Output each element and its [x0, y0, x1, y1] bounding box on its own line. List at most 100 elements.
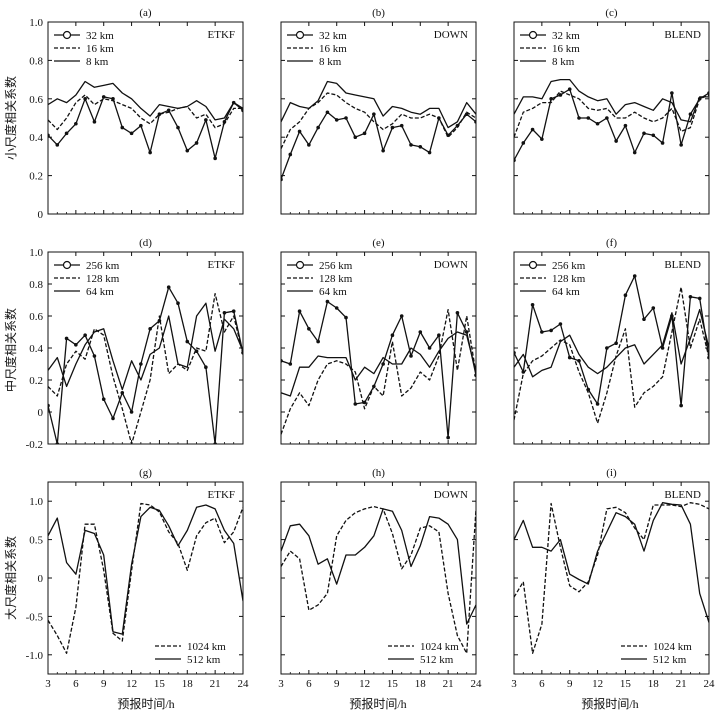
panel-letter: (a) [139, 7, 152, 19]
legend-label: 8 km [552, 56, 575, 68]
data-point [577, 116, 581, 120]
series-line [48, 286, 243, 444]
data-point [577, 359, 581, 363]
data-point [390, 125, 395, 130]
panel-letter: (c) [605, 7, 618, 19]
data-point [558, 322, 563, 326]
data-point [48, 133, 50, 138]
xlabel-col-1: 预报时间/h [117, 696, 174, 711]
series-line [514, 88, 709, 161]
legend-label: 64 km [319, 286, 347, 298]
x-tick-label: 12 [126, 678, 137, 690]
x-tick-label: 6 [539, 678, 545, 690]
data-point [204, 365, 208, 370]
data-point [129, 410, 134, 414]
series-layer [281, 505, 476, 654]
panel-letter: (h) [372, 467, 385, 479]
legend-label: 16 km [319, 43, 347, 55]
data-point [231, 309, 236, 314]
data-point [679, 143, 683, 147]
data-point [642, 317, 646, 322]
data-point [48, 403, 50, 408]
x-tick-label: 12 [359, 678, 370, 690]
x-tick-label: 18 [648, 678, 660, 690]
x-tick-label: 21 [443, 678, 454, 690]
data-point [614, 139, 618, 143]
panel-method-label: BLEND [664, 489, 701, 501]
data-point [307, 143, 311, 147]
data-point [74, 121, 78, 126]
legend-label: 1024 km [187, 641, 226, 653]
data-point [362, 131, 367, 136]
data-point [281, 359, 283, 363]
series-line [281, 92, 476, 149]
series-line [514, 308, 709, 378]
plot-frame [513, 21, 710, 215]
data-point [614, 341, 618, 346]
row-ylabel-meso-scale: 中尺度相关系数 [3, 308, 18, 392]
data-point [307, 327, 311, 331]
y-tick-label: 0 [38, 573, 44, 585]
series-layer [48, 285, 243, 444]
legend-label: 256 km [552, 260, 586, 272]
series-line [281, 80, 476, 129]
legend-label: 128 km [552, 273, 586, 285]
y-tick-label: 0.8 [29, 55, 43, 67]
series-line [48, 94, 243, 131]
data-point [514, 351, 516, 355]
legend-marker [295, 30, 305, 40]
series-line [281, 300, 476, 439]
data-point [288, 362, 293, 366]
series-line [281, 331, 476, 397]
y-tick-label: 1.0 [29, 496, 43, 508]
panel-method-label: DOWN [434, 29, 468, 41]
y-tick-label: 0.4 [29, 132, 43, 144]
y-tick-label: 0.6 [29, 94, 43, 106]
data-point [316, 339, 320, 344]
data-point [381, 148, 385, 153]
series-layer [514, 78, 709, 163]
x-tick-label: 6 [306, 678, 312, 690]
series-layer [281, 80, 476, 182]
data-point [129, 131, 134, 136]
series-layer [48, 80, 243, 161]
data-point [222, 311, 227, 315]
data-point [297, 129, 302, 134]
data-point [540, 137, 544, 141]
panel-method-label: ETKF [208, 259, 236, 271]
data-point [344, 116, 348, 120]
series-layer [514, 502, 709, 654]
y-tick-label: 0.6 [29, 311, 43, 323]
data-point [623, 123, 628, 128]
y-tick-label: 1.0 [29, 17, 43, 29]
data-point [176, 125, 180, 130]
series-line [281, 308, 476, 435]
legend-label: 8 km [86, 56, 109, 68]
data-point [446, 435, 450, 440]
data-point [707, 91, 709, 95]
legend-label: 512 km [653, 654, 687, 666]
plot-frame [513, 251, 710, 445]
data-point [194, 349, 199, 354]
legend-label: 512 km [420, 654, 454, 666]
series-line [514, 502, 709, 654]
panel-method-label: DOWN [434, 259, 468, 271]
data-point [540, 330, 544, 334]
data-point [120, 125, 125, 130]
data-point [101, 95, 106, 99]
x-tick-label: 3 [278, 678, 284, 690]
data-point [642, 131, 646, 136]
y-tick-label: 1.0 [29, 247, 43, 259]
data-point [55, 442, 60, 444]
data-point [120, 391, 125, 395]
legend-label: 32 km [86, 30, 114, 42]
series-layer [514, 274, 709, 424]
xlabel-col-2: 预报时间/h [349, 696, 406, 711]
data-point [549, 97, 553, 101]
data-point [101, 397, 106, 402]
x-tick-label: 15 [154, 678, 166, 690]
xlabel-col-3: 预报时间/h [581, 696, 638, 711]
data-point [558, 93, 563, 97]
